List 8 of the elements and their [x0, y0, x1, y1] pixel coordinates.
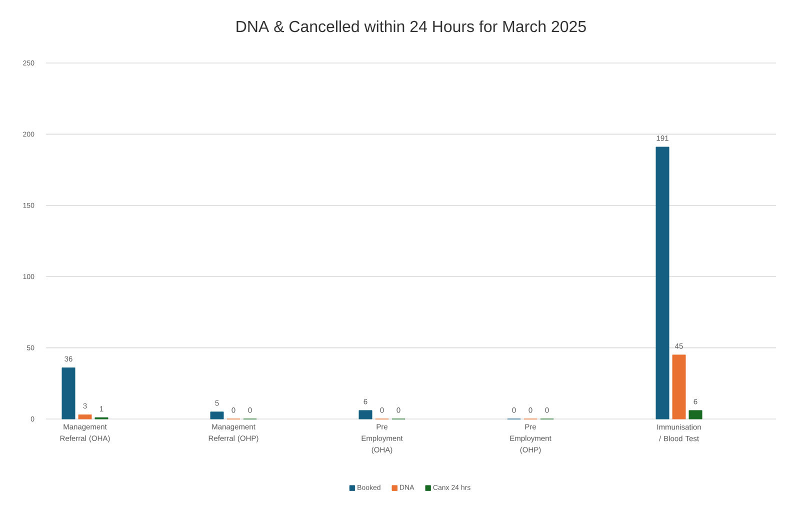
bar	[78, 414, 92, 420]
bar	[210, 412, 224, 420]
bar	[688, 410, 702, 420]
bar	[656, 146, 670, 420]
bar	[62, 367, 76, 420]
bar	[672, 354, 686, 420]
chart-title: DNA & Cancelled within 24 Hours for March 2025	[236, 20, 586, 32]
bar	[358, 410, 372, 420]
